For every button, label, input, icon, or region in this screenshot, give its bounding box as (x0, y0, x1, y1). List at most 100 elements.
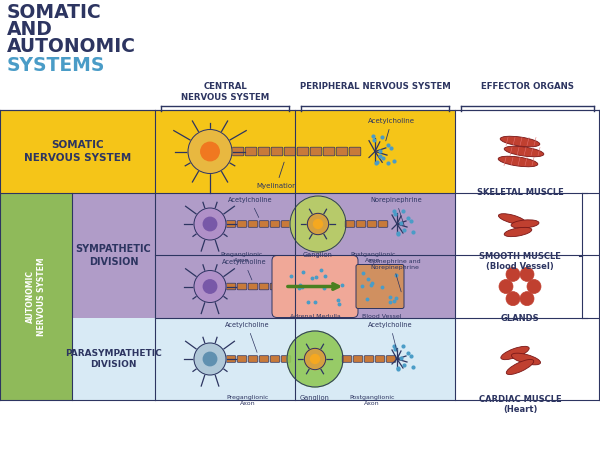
Text: Preganglionic
Axon: Preganglionic Axon (221, 252, 263, 263)
Text: AND: AND (7, 20, 53, 39)
Circle shape (304, 348, 326, 370)
Text: CARDIAC MUSCLE
(Heart): CARDIAC MUSCLE (Heart) (479, 395, 562, 414)
Bar (72, 318, 155, 400)
Bar (72, 193, 155, 318)
Text: Acetylcholine: Acetylcholine (368, 118, 415, 141)
Text: Ganglion: Ganglion (300, 395, 330, 401)
FancyBboxPatch shape (356, 265, 404, 308)
Ellipse shape (511, 353, 541, 365)
Text: PERIPHERAL NERVOUS SYSTEM: PERIPHERAL NERVOUS SYSTEM (299, 82, 451, 91)
FancyBboxPatch shape (237, 356, 247, 362)
Bar (155, 318, 455, 400)
Circle shape (194, 271, 226, 303)
Text: PARASYMPATHETIC
DIVISION: PARASYMPATHETIC DIVISION (65, 349, 162, 369)
FancyBboxPatch shape (284, 147, 296, 156)
FancyBboxPatch shape (342, 356, 352, 362)
FancyBboxPatch shape (259, 356, 269, 362)
FancyBboxPatch shape (245, 147, 257, 156)
Text: Adrenal Medulla: Adrenal Medulla (290, 314, 340, 319)
Text: SOMATIC: SOMATIC (7, 3, 102, 22)
Text: Norepinephrine: Norepinephrine (370, 197, 422, 225)
Circle shape (194, 208, 226, 240)
FancyBboxPatch shape (237, 283, 247, 290)
Text: SOMATIC
NERVOUS SYSTEM: SOMATIC NERVOUS SYSTEM (24, 140, 131, 163)
Circle shape (520, 267, 534, 282)
Circle shape (314, 219, 322, 228)
Text: Acetylcholine: Acetylcholine (228, 197, 272, 218)
Circle shape (287, 331, 343, 387)
Text: SKELETAL MUSCLE: SKELETAL MUSCLE (476, 188, 563, 197)
FancyBboxPatch shape (281, 221, 291, 227)
Text: SYSTEMS: SYSTEMS (7, 56, 106, 75)
FancyBboxPatch shape (367, 221, 377, 227)
FancyBboxPatch shape (270, 356, 280, 362)
Circle shape (311, 355, 319, 363)
Circle shape (194, 343, 226, 375)
Text: Postganglionic
Axon: Postganglionic Axon (349, 395, 395, 406)
Text: Myelination: Myelination (256, 162, 296, 189)
FancyBboxPatch shape (259, 221, 269, 227)
Ellipse shape (499, 214, 526, 224)
Text: Postganglionic
Axon: Postganglionic Axon (350, 252, 396, 263)
FancyBboxPatch shape (378, 221, 388, 227)
Ellipse shape (506, 360, 534, 375)
Circle shape (506, 292, 520, 306)
Circle shape (203, 217, 217, 231)
FancyBboxPatch shape (248, 356, 258, 362)
Ellipse shape (498, 156, 538, 167)
Circle shape (203, 280, 217, 293)
Text: CENTRAL
NERVOUS SYSTEM: CENTRAL NERVOUS SYSTEM (181, 82, 269, 102)
FancyBboxPatch shape (323, 147, 335, 156)
FancyBboxPatch shape (226, 283, 236, 290)
Text: AUTONOMIC
NERVOUS SYSTEM: AUTONOMIC NERVOUS SYSTEM (26, 257, 46, 336)
Circle shape (506, 267, 520, 282)
FancyBboxPatch shape (226, 221, 236, 227)
Bar (455, 110, 600, 400)
Bar (155, 110, 455, 193)
Bar (0, 193, 72, 400)
FancyBboxPatch shape (226, 356, 236, 362)
FancyBboxPatch shape (356, 221, 366, 227)
Text: GLANDS: GLANDS (500, 314, 539, 323)
Ellipse shape (504, 228, 532, 237)
FancyBboxPatch shape (364, 356, 374, 362)
Text: Preganglionic
Axon: Preganglionic Axon (227, 395, 269, 406)
Circle shape (201, 142, 219, 161)
FancyBboxPatch shape (270, 283, 280, 290)
FancyBboxPatch shape (281, 356, 291, 362)
Ellipse shape (501, 346, 529, 360)
Circle shape (188, 129, 232, 174)
Ellipse shape (500, 136, 540, 147)
Text: Acetylcholine: Acetylcholine (368, 322, 413, 360)
FancyBboxPatch shape (248, 221, 258, 227)
Circle shape (499, 280, 513, 293)
FancyBboxPatch shape (258, 147, 270, 156)
Circle shape (307, 213, 329, 234)
Bar (0, 110, 155, 193)
FancyBboxPatch shape (353, 356, 363, 362)
Circle shape (527, 280, 541, 293)
FancyBboxPatch shape (336, 147, 348, 156)
FancyBboxPatch shape (375, 356, 385, 362)
FancyBboxPatch shape (237, 221, 247, 227)
Text: Acetylcholine: Acetylcholine (222, 259, 266, 280)
FancyBboxPatch shape (271, 147, 283, 156)
FancyBboxPatch shape (270, 221, 280, 227)
FancyBboxPatch shape (349, 147, 361, 156)
FancyBboxPatch shape (272, 255, 358, 318)
Text: Blood Vessel: Blood Vessel (362, 314, 402, 319)
Text: SYMPATHETIC
DIVISION: SYMPATHETIC DIVISION (76, 244, 151, 267)
FancyBboxPatch shape (248, 283, 258, 290)
FancyBboxPatch shape (232, 147, 244, 156)
Bar (155, 193, 455, 318)
FancyBboxPatch shape (310, 147, 322, 156)
Text: Epinephrine and
Norepinephrine: Epinephrine and Norepinephrine (369, 259, 421, 270)
Circle shape (203, 352, 217, 366)
Text: AUTONOMIC: AUTONOMIC (7, 37, 136, 56)
Text: SMOOTH MUSCLE
(Blood Vessel): SMOOTH MUSCLE (Blood Vessel) (479, 252, 561, 271)
Ellipse shape (511, 220, 539, 228)
FancyBboxPatch shape (259, 283, 269, 290)
Circle shape (290, 196, 346, 252)
Circle shape (520, 292, 534, 306)
FancyBboxPatch shape (297, 147, 309, 156)
